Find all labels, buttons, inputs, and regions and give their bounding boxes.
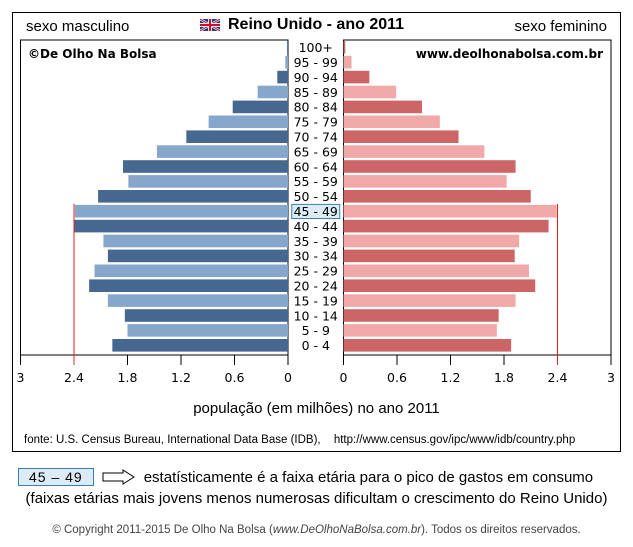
age-label: 0 - 4 <box>302 338 330 353</box>
age-label: 100+ <box>299 40 333 55</box>
copyright-suffix: ). Todos os direitos reservados. <box>421 524 581 536</box>
female-tick-label: 1.2 <box>441 370 461 385</box>
female-tick-label: 0 <box>340 370 348 385</box>
age-label: 5 - 9 <box>302 323 330 338</box>
copyright-site[interactable]: www.DeOlhoNaBolsa.com.br <box>272 524 422 536</box>
population-pyramid: ©De Olho Na Bolsa www.deolhonabolsa.com.… <box>17 39 615 385</box>
male-bar <box>107 294 288 307</box>
note-line-2: (faixas etárias mais jovens menos numero… <box>25 490 608 507</box>
male-bar <box>123 160 289 173</box>
female-bar <box>343 70 370 84</box>
age-label: 70 - 74 <box>294 130 338 145</box>
age-label: 45 - 49 <box>294 204 338 219</box>
age-label: 35 - 39 <box>294 234 338 249</box>
male-bar <box>277 70 288 84</box>
male-bar <box>124 309 288 322</box>
highlight-box <box>291 203 341 219</box>
female-bar <box>343 264 529 278</box>
female-bar <box>343 309 499 322</box>
age-label: 65 - 69 <box>294 144 338 159</box>
age-label: 60 - 64 <box>294 159 338 174</box>
male-label: sexo masculino <box>26 18 130 35</box>
male-bar <box>94 264 288 278</box>
note-peak-spending: 45 – 49 estatísticamente é a faixa etári… <box>18 468 593 486</box>
female-tick-label: 2.4 <box>548 370 568 385</box>
female-bar <box>343 115 440 129</box>
age-label: 20 - 24 <box>294 279 338 294</box>
male-tick-label: 3 <box>17 370 25 385</box>
female-tick-label: 0.6 <box>387 370 407 385</box>
female-label: sexo feminino <box>514 18 607 35</box>
copyright: © Copyright 2011-2015 De Olho Na Bolsa (… <box>0 524 633 536</box>
female-tick-label: 1.8 <box>494 370 514 385</box>
male-bar <box>74 204 289 218</box>
male-bar <box>287 41 288 54</box>
male-bar <box>107 249 288 263</box>
copyright-prefix: © Copyright 2011-2015 De Olho Na Bolsa ( <box>52 524 273 536</box>
chart-frame <box>12 12 621 452</box>
male-bar <box>112 339 288 352</box>
highlight-badge: 45 – 49 <box>18 468 94 486</box>
note-line-1: estatísticamente é a faixa etária para o… <box>143 468 594 486</box>
female-bar <box>343 219 549 233</box>
source-text: fonte: U.S. Census Bureau, International… <box>24 434 321 446</box>
age-label: 40 - 44 <box>294 219 338 234</box>
watermark-right: www.deolhonabolsa.com.br <box>416 47 603 61</box>
male-bar <box>103 234 288 248</box>
female-bar <box>343 145 485 158</box>
age-label: 75 - 79 <box>294 115 338 130</box>
male-bar <box>127 324 288 337</box>
female-bar <box>343 130 459 143</box>
female-bar <box>343 41 346 54</box>
right-arrow-icon <box>102 469 135 485</box>
male-bar <box>89 279 289 292</box>
male-bar <box>74 219 288 233</box>
male-bar <box>186 130 288 143</box>
male-tick-label: 0 <box>284 370 292 385</box>
age-label: 95 - 99 <box>294 55 338 70</box>
male-tick-label: 1.2 <box>171 370 191 385</box>
age-label: 55 - 59 <box>294 174 338 189</box>
female-bar <box>343 160 516 173</box>
female-bar <box>343 190 531 203</box>
male-tick-label: 0.6 <box>225 370 245 385</box>
female-bar <box>343 324 497 337</box>
male-bar <box>208 115 288 129</box>
male-bar <box>128 175 288 188</box>
age-label: 85 - 89 <box>294 85 338 100</box>
female-bar <box>343 175 507 188</box>
female-tick-label: 3 <box>607 370 615 385</box>
female-bar <box>343 204 557 218</box>
female-bar <box>343 234 520 248</box>
age-label: 90 - 94 <box>294 70 338 85</box>
female-bar <box>343 100 422 114</box>
chart-title: Reino Unido - ano 2011 <box>228 16 405 33</box>
female-bar <box>343 55 352 69</box>
watermark-left: ©De Olho Na Bolsa <box>28 47 157 61</box>
source-line: fonte: U.S. Census Bureau, International… <box>24 434 575 446</box>
female-bar <box>343 249 515 263</box>
age-label: 10 - 14 <box>294 308 338 323</box>
female-bar <box>343 85 397 99</box>
chart-title-wrap: Reino Unido - ano 2011 <box>200 16 404 34</box>
male-bar <box>156 145 288 158</box>
female-bar <box>343 279 536 292</box>
male-bar <box>98 190 288 203</box>
age-label: 25 - 29 <box>294 264 338 279</box>
age-label: 30 - 34 <box>294 249 338 264</box>
age-label: 50 - 54 <box>294 189 338 204</box>
age-label: 15 - 19 <box>294 293 338 308</box>
uk-flag-icon <box>200 19 220 31</box>
female-bar <box>343 294 516 307</box>
male-bar <box>257 85 288 99</box>
male-bar <box>232 100 288 114</box>
age-label: 80 - 84 <box>294 100 338 115</box>
female-bar <box>343 339 512 352</box>
male-bar <box>285 55 288 69</box>
x-axis-label: população (em milhões) no ano 2011 <box>193 400 440 417</box>
male-tick-label: 2.4 <box>64 370 84 385</box>
male-tick-label: 1.8 <box>118 370 138 385</box>
source-url[interactable]: http://www.census.gov/ipc/www/idb/countr… <box>333 434 576 446</box>
